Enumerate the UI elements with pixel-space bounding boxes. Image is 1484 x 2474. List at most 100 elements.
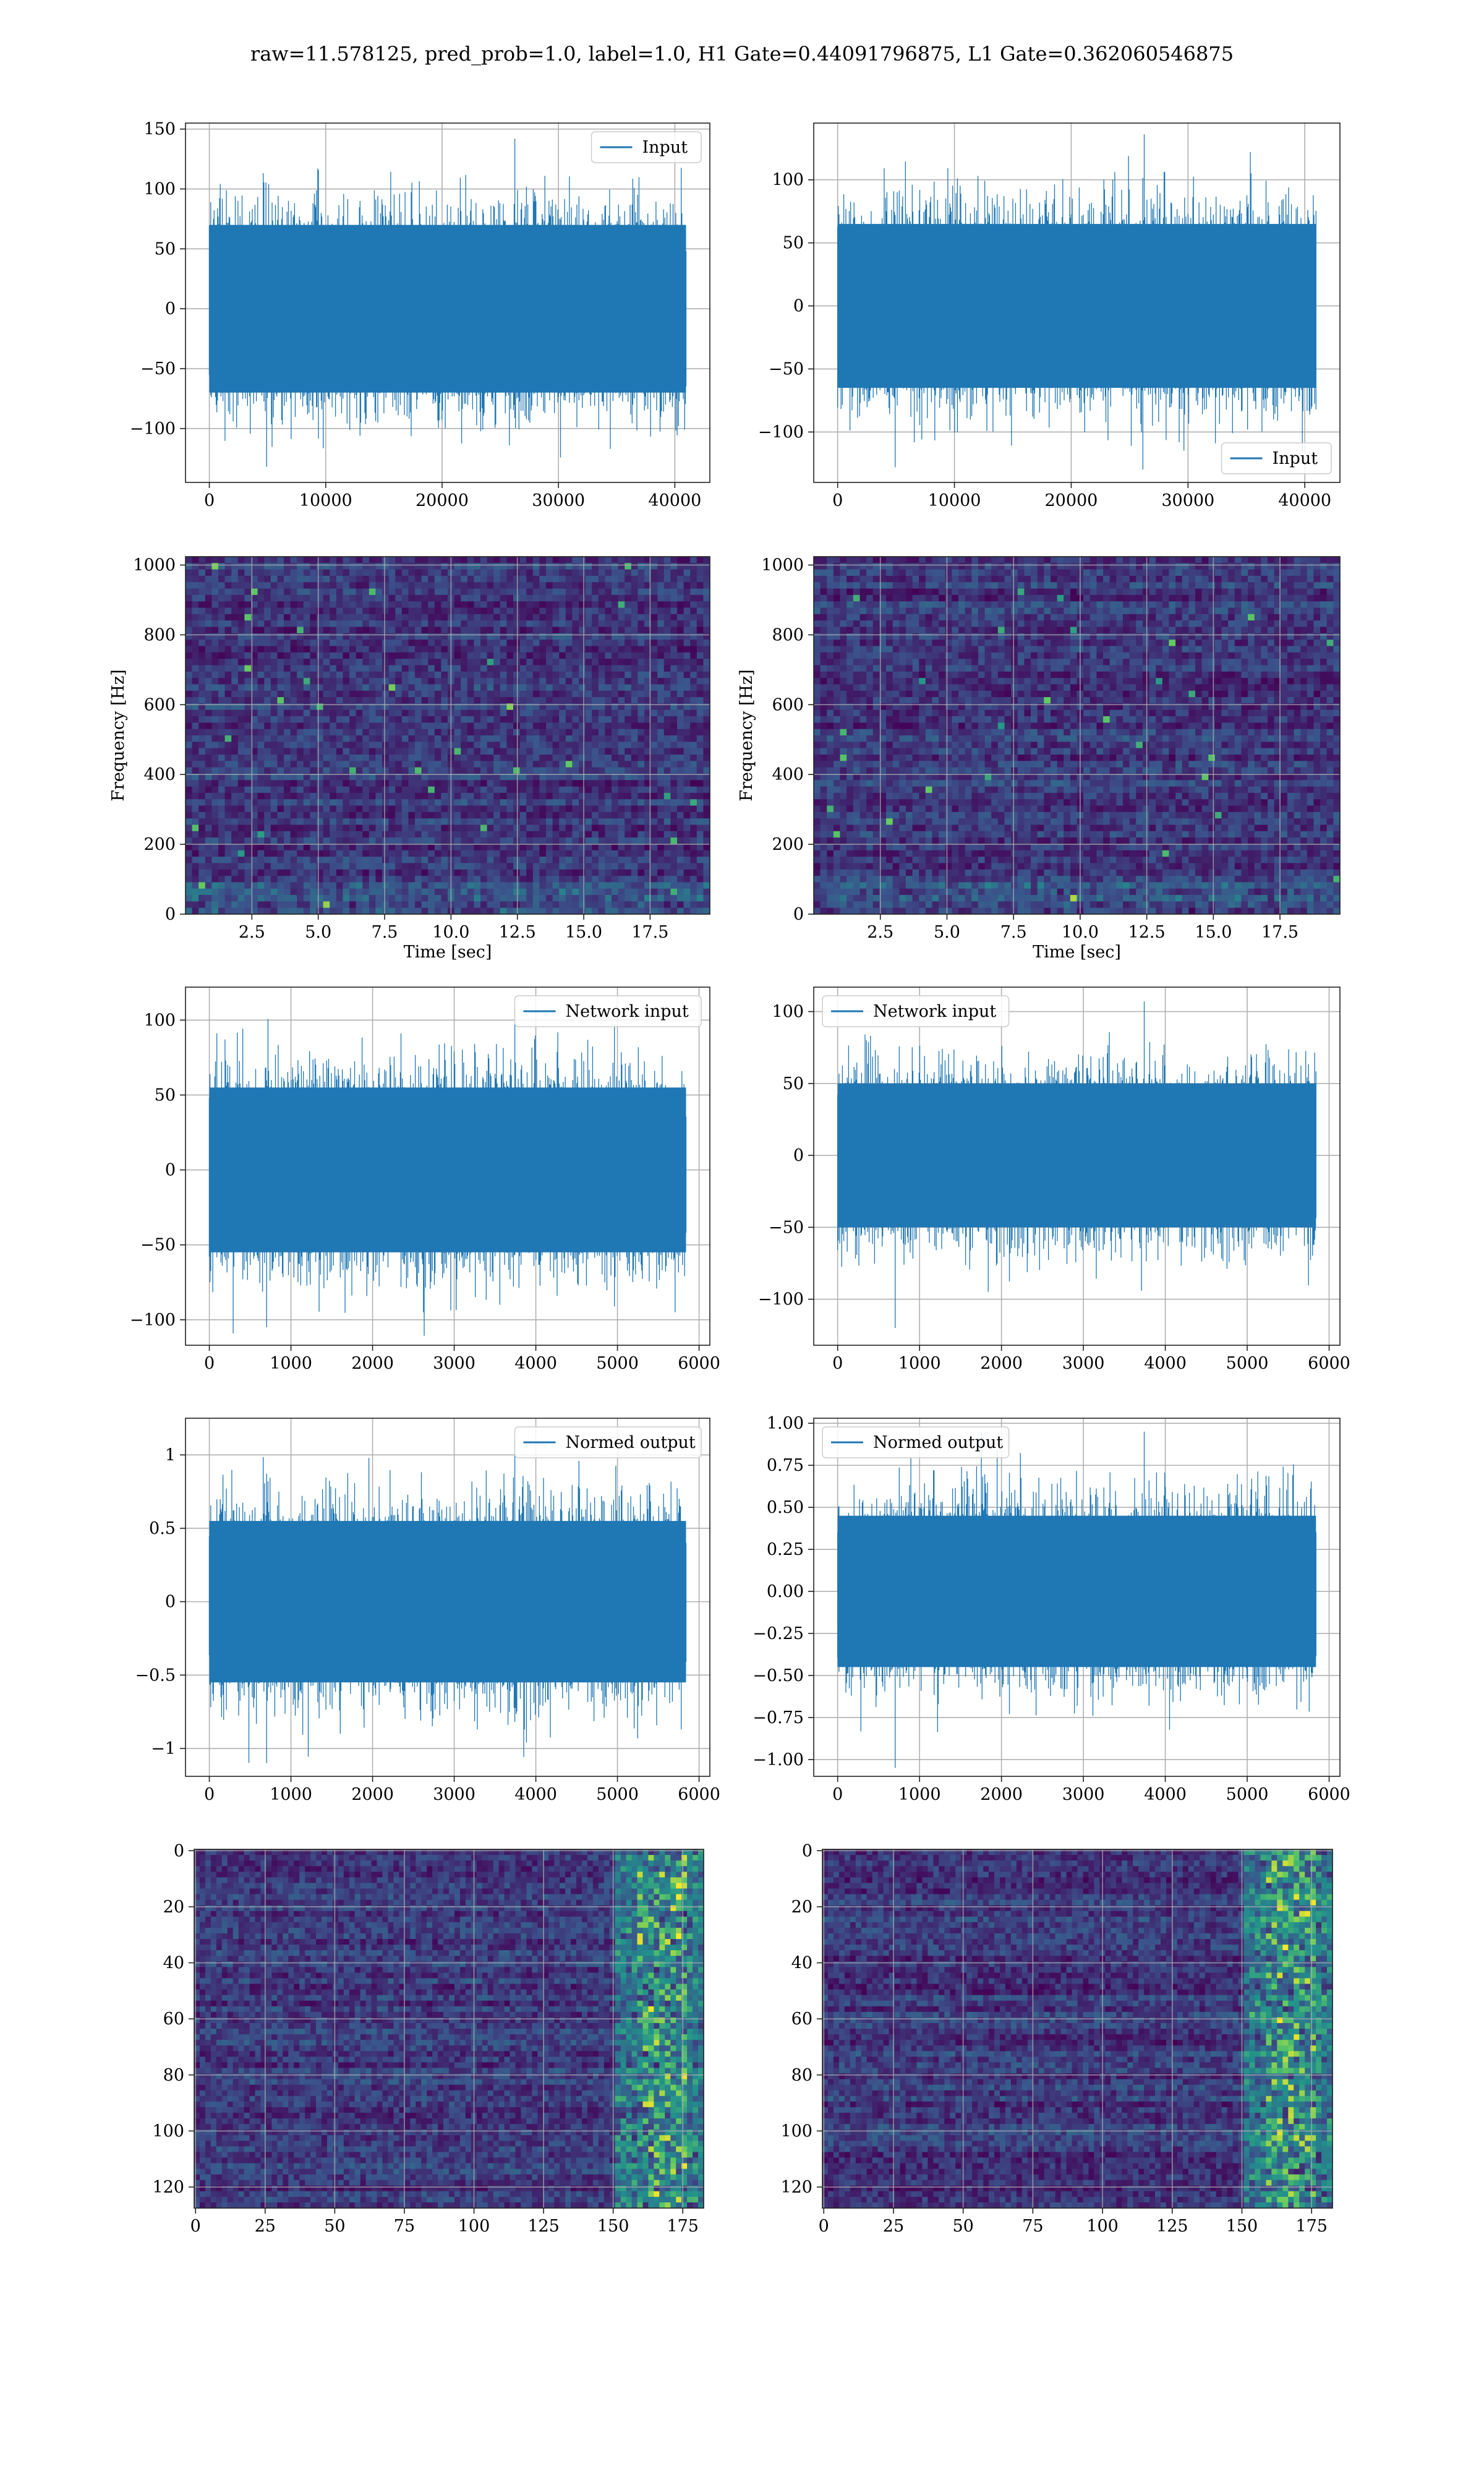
y-tick-label: 0.00 xyxy=(767,1582,804,1601)
y-tick-label: 80 xyxy=(791,2066,812,2085)
x-tick-label: 6000 xyxy=(678,1354,720,1373)
x-tick-label: 40000 xyxy=(648,491,701,510)
x-tick-label: 5000 xyxy=(596,1785,639,1804)
y-tick-label: 0.50 xyxy=(767,1498,804,1517)
y-tick-label: 0 xyxy=(793,905,804,924)
x-tick-label: 0 xyxy=(204,1785,215,1804)
y-tick-label: −0.5 xyxy=(135,1666,176,1685)
y-tick-label: 50 xyxy=(783,1074,804,1094)
x-axis-label: Time [sec] xyxy=(1033,943,1121,962)
y-tick-label: 120 xyxy=(152,2178,184,2197)
y-tick-label: 150 xyxy=(143,120,176,139)
chart-h1-normed-output: 0 1000 2000 3000 4000 5000 6000−1−0.500.51Norm… xyxy=(135,1418,720,1804)
y-tick-label: 100 xyxy=(152,2121,184,2141)
x-tick-label: 175 xyxy=(1295,2217,1328,2236)
y-axis-label: Frequency [Hz] xyxy=(737,669,756,801)
x-tick-label: 0 xyxy=(190,2217,201,2236)
y-tick-label: 400 xyxy=(772,765,804,784)
x-tick-label: 17.5 xyxy=(631,923,668,942)
y-tick-label: 120 xyxy=(780,2178,812,2197)
y-tick-label: 1.00 xyxy=(767,1414,804,1433)
y-tick-label: 0 xyxy=(165,1161,176,1180)
x-tick-label: 125 xyxy=(527,2217,560,2236)
heatmap-cells xyxy=(822,1849,1333,2209)
x-tick-label: 5.0 xyxy=(305,923,331,942)
y-tick-label: −50 xyxy=(769,360,804,379)
x-tick-label: 2000 xyxy=(980,1785,1023,1804)
x-tick-label: 4000 xyxy=(1144,1785,1187,1804)
legend: Input xyxy=(592,132,702,163)
x-tick-label: 25 xyxy=(883,2217,904,2236)
legend: Normed output xyxy=(822,1427,1009,1458)
x-tick-label: 15.0 xyxy=(565,923,602,942)
series-core xyxy=(838,1084,1316,1228)
y-tick-label: 200 xyxy=(143,835,176,854)
x-tick-label: 150 xyxy=(1226,2217,1258,2236)
x-tick-label: 2000 xyxy=(351,1354,394,1373)
x-tick-label: 6000 xyxy=(1308,1354,1350,1373)
chart-h1-spectrogram: 2.5 5.0 7.5 10.0 12.5 15.0 17.5020040060080010… xyxy=(109,556,710,962)
y-tick-label: 0 xyxy=(802,1841,812,1860)
x-tick-label: 5.0 xyxy=(934,923,960,942)
x-tick-label: 6000 xyxy=(678,1785,720,1804)
x-tick-label: 1000 xyxy=(270,1785,312,1804)
chart-l1-normed-output: 0 1000 2000 3000 4000 5000 6000−1.00−0.75−0.50… xyxy=(753,1414,1350,1804)
x-tick-label: 40000 xyxy=(1278,491,1331,510)
x-tick-label: 75 xyxy=(1022,2217,1043,2236)
x-tick-label: 30000 xyxy=(1161,491,1214,510)
x-tick-label: 7.5 xyxy=(1000,923,1027,942)
x-tick-label: 5000 xyxy=(1226,1354,1269,1373)
y-tick-label: 60 xyxy=(791,2010,812,2029)
legend: Network input xyxy=(515,996,702,1027)
y-tick-label: 100 xyxy=(143,1011,176,1030)
y-tick-label: 1000 xyxy=(133,556,176,575)
series-core xyxy=(210,1087,686,1252)
heatmap-cells xyxy=(194,1849,704,2209)
x-tick-label: 0 xyxy=(819,2217,829,2236)
chart-l1-spectrogram: 2.5 5.0 7.5 10.0 12.5 15.0 17.5020040060080010… xyxy=(737,556,1341,962)
x-tick-label: 17.5 xyxy=(1261,923,1298,942)
heatmap-cells xyxy=(186,557,710,915)
x-tick-label: 3000 xyxy=(433,1354,475,1373)
y-tick-label: 0.25 xyxy=(767,1540,804,1559)
x-tick-label: 1000 xyxy=(270,1354,312,1373)
y-tick-label: 0.5 xyxy=(149,1519,176,1538)
y-tick-label: 0 xyxy=(793,297,804,316)
x-tick-label: 2000 xyxy=(980,1354,1023,1373)
legend-label: Input xyxy=(1273,449,1318,468)
x-tick-label: 20000 xyxy=(1044,491,1098,510)
x-tick-label: 12.5 xyxy=(1128,923,1166,942)
x-tick-label: 0 xyxy=(204,491,215,510)
y-tick-label: 0 xyxy=(165,905,176,924)
y-tick-label: −0.75 xyxy=(753,1708,804,1727)
y-tick-label: −50 xyxy=(769,1218,804,1237)
x-tick-label: 1000 xyxy=(898,1785,941,1804)
chart-h1-input: 0 10000 20000 30000 40000−100−50050100150Inp… xyxy=(130,120,710,510)
y-tick-label: 600 xyxy=(143,695,176,714)
series-core xyxy=(838,1516,1316,1667)
y-tick-label: 100 xyxy=(143,180,176,199)
x-tick-label: 3000 xyxy=(433,1785,475,1804)
y-tick-label: 40 xyxy=(163,1954,184,1973)
x-tick-label: 4000 xyxy=(1144,1354,1187,1373)
y-tick-label: 600 xyxy=(772,695,804,714)
x-tick-label: 10000 xyxy=(928,491,981,510)
y-tick-label: 0 xyxy=(793,1146,804,1165)
x-tick-label: 0 xyxy=(832,491,843,510)
legend-label: Normed output xyxy=(566,1433,696,1452)
x-tick-label: 3000 xyxy=(1062,1354,1105,1373)
y-tick-label: −100 xyxy=(130,419,176,439)
x-tick-label: 2.5 xyxy=(239,923,265,942)
legend-label: Network input xyxy=(566,1002,689,1021)
y-tick-label: 200 xyxy=(772,835,804,854)
y-tick-label: 800 xyxy=(143,625,176,644)
x-tick-label: 2000 xyxy=(351,1785,394,1804)
y-tick-label: −100 xyxy=(130,1311,176,1330)
x-tick-label: 75 xyxy=(394,2217,415,2236)
y-tick-label: 80 xyxy=(163,2066,184,2085)
x-tick-label: 25 xyxy=(255,2217,276,2236)
